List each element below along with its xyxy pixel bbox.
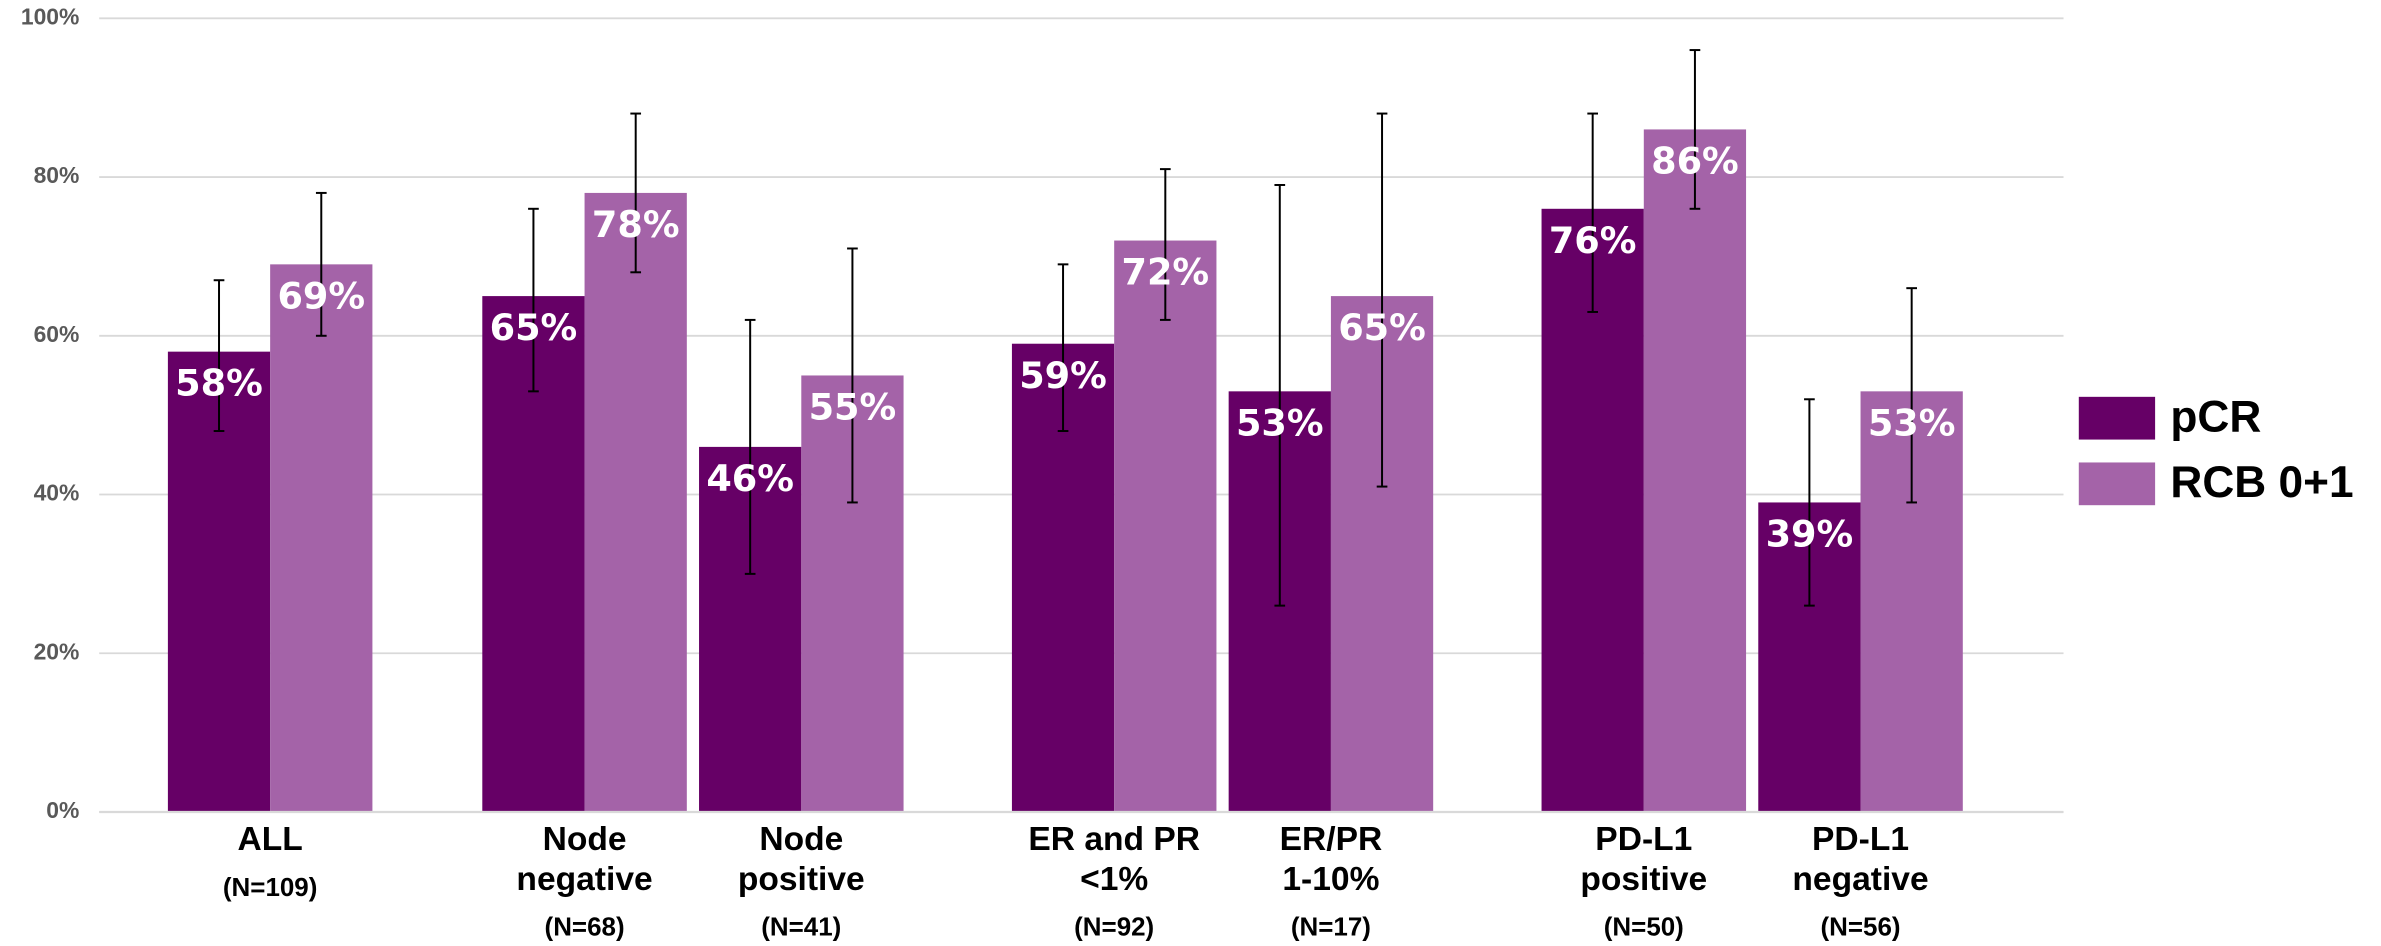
bar [584,192,687,812]
error-bar [1906,287,1918,504]
value-label: 53% [1868,401,1956,444]
value-label: 78% [592,203,680,246]
error-bar [744,318,756,575]
value-label: 86% [1651,140,1739,183]
category-note: (N=68) [544,912,625,942]
x-tick-label: ER/PR 1-10% [1279,819,1383,898]
category: PD-L1 positive (N=50) [1522,820,1766,944]
value-label: 58% [175,362,263,405]
error-bar [213,279,225,433]
value-label: 76% [1549,219,1637,262]
value-label: 39% [1766,513,1854,556]
category: Node positive (N=41) [679,820,923,944]
error-bar [315,191,327,337]
category: ALL (N=109) [148,820,392,904]
bar [270,264,373,812]
error-bar [1804,398,1815,607]
category-note: (N=17) [1290,912,1371,942]
error-bar [1159,168,1171,321]
y-tick-label: 80% [34,162,80,188]
category: PD-L1 negative (N=56) [1738,820,1982,944]
error-bar [630,112,642,274]
error-bar [1587,112,1599,313]
value-label: 65% [490,306,578,349]
x-tick-label: Node negative [516,819,653,898]
value-label: 46% [706,457,794,500]
value-label: 69% [277,274,365,317]
error-bar [1689,49,1701,210]
category-note: (N=56) [1820,912,1901,942]
legend-swatch [2078,462,2156,506]
error-bar [1274,183,1286,607]
category: ER/PR 1-10% (N=17) [1209,820,1453,944]
y-tick-label: 60% [34,321,80,347]
y-tick-label: 20% [34,638,80,664]
x-tick-label: ALL [237,819,303,858]
value-label: 55% [809,386,897,429]
value-label: 72% [1121,251,1209,294]
bar [1114,240,1217,812]
x-tick-label: PD-L1 negative [1792,819,1929,898]
value-label: 59% [1019,354,1107,397]
error-bar [1057,263,1069,433]
category: ER and PR <1% (N=92) [992,820,1236,944]
x-tick-label: ER and PR <1% [1028,819,1201,898]
category-note: (N=41) [761,912,842,942]
category-note: (N=92) [1074,912,1155,942]
category-note: (N=109) [222,873,318,903]
x-tick-label: Node positive [737,819,865,898]
category: Node negative (N=68) [462,820,706,944]
y-tick-label: 100% [21,3,80,29]
legend-swatch [2078,396,2156,440]
category-note: (N=50) [1603,912,1684,942]
error-bar [1376,112,1388,488]
error-bar [528,207,539,393]
value-label: 53% [1236,401,1324,444]
y-tick-label: 40% [34,480,80,506]
x-tick-label: PD-L1 positive [1580,819,1708,898]
value-label: 65% [1338,306,1426,349]
error-bar [847,247,858,504]
bar [1643,129,1747,812]
legend-label: RCB 0+1 [2170,458,2353,507]
y-tick-label: 0% [46,797,79,823]
legend-label: pCR [2170,392,2261,441]
